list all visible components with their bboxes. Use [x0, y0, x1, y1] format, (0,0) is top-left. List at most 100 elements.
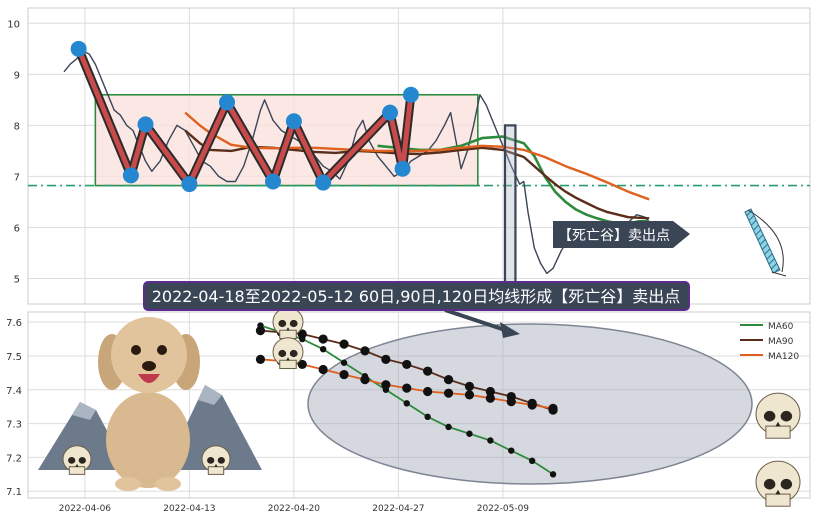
legend-label-ma60: MA60	[768, 322, 794, 332]
bottom-series-point	[402, 383, 412, 393]
skull-icon	[272, 307, 304, 339]
dog-body	[106, 392, 190, 488]
dog-mountain-illustration	[38, 317, 262, 491]
bottom-y-tick-label: 7.5	[6, 352, 22, 363]
bottom-series-point	[318, 334, 328, 344]
bottom-series-point	[485, 386, 495, 397]
zigzag-pivot-point	[122, 167, 139, 184]
title-banner: 2022-04-18至2022-05-12 60日,90日,120日均线形成【死…	[143, 281, 690, 311]
bottom-panel: 7.17.27.37.47.57.6 2022-04-06 2022-04-13 2…	[6, 307, 811, 514]
dog-icon	[98, 317, 200, 491]
skull-eye-right	[289, 349, 298, 358]
bottom-series-point	[548, 403, 558, 413]
skull-nose	[775, 421, 781, 427]
bottom-series-point	[528, 457, 536, 464]
skull-eye-right	[780, 478, 793, 490]
bottom-y-tick-label: 7.3	[6, 420, 22, 431]
skull-icon	[62, 445, 92, 475]
mountain-snow-right	[198, 385, 222, 405]
dog-nose	[142, 361, 156, 371]
bottom-y-tick-label: 7.6	[6, 318, 22, 329]
bottom-series-point	[255, 326, 266, 336]
skull-jaw	[279, 359, 297, 369]
sell-arrow-shape	[553, 221, 690, 248]
skull-eye-left	[763, 478, 776, 490]
bottom-series-point	[549, 471, 557, 478]
zigzag-pivot-point	[315, 174, 332, 191]
zigzag-pivot-point	[285, 113, 302, 130]
top-y-tick-label: 7	[14, 172, 20, 183]
projection-band	[744, 208, 781, 274]
dog-eye-right	[157, 345, 167, 355]
legend-label-ma90: MA90	[768, 337, 794, 347]
skull-icon	[272, 337, 304, 369]
top-y-tick-label: 5	[14, 274, 20, 285]
dog-mouth	[138, 374, 160, 383]
zigzag-pivot-point	[219, 94, 236, 111]
skull-eye-left	[763, 410, 776, 422]
bottom-series-point	[339, 369, 349, 380]
bottom-series-point	[424, 413, 431, 421]
bottom-series-point	[339, 339, 349, 349]
bottom-x-tick-label: 2022-04-20	[268, 504, 321, 514]
skull-eye-left	[207, 457, 215, 464]
top-panel: 5 6 7 8 9 10 【死亡谷】卖出点	[7, 7, 811, 305]
zigzag-pivot-point	[265, 173, 281, 190]
bottom-series-point	[340, 359, 348, 366]
projection-base	[771, 271, 787, 277]
skull-jaw	[765, 425, 791, 439]
skull-jaw	[68, 466, 86, 475]
top-y-tick-label: 6	[14, 223, 20, 234]
zigzag-pivot-point	[394, 160, 411, 177]
bottom-series-point	[464, 390, 475, 400]
zigzag-pivot-point	[402, 86, 419, 103]
bottom-y-tick-label: 7.1	[6, 487, 22, 498]
sell-arrow-label: 【死亡谷】卖出点	[558, 228, 670, 244]
skull-icon	[755, 392, 801, 439]
bottom-series-point	[443, 388, 454, 398]
skull-nose	[775, 489, 781, 495]
bottom-y-tick-label: 7.4	[6, 386, 22, 397]
bottom-y-tick-label: 7.2	[6, 453, 22, 464]
pointer-arrow	[444, 308, 520, 338]
bottom-x-tick-label: 2022-04-27	[372, 504, 424, 514]
title-banner-box	[143, 281, 690, 311]
projection-arc	[747, 209, 784, 273]
bottom-series-point	[403, 400, 410, 407]
pointer-arrow-head	[500, 322, 520, 338]
bottom-y-tick-labels: 7.1 7.2 7.3 7.4 7.5 7.6	[6, 318, 22, 498]
bottom-series-point	[255, 354, 266, 364]
bottom-x-tick-label: 2022-04-06	[59, 504, 112, 514]
bottom-series-point	[319, 346, 327, 353]
skull-icon	[755, 460, 801, 507]
legend-label-ma120: MA120	[768, 352, 799, 362]
bottom-series-point	[508, 447, 515, 454]
skull-eye-right	[217, 457, 225, 464]
mountain-left	[38, 402, 128, 470]
top-y-tick-label: 9	[14, 70, 20, 81]
legend: MA60 MA90 MA120	[740, 322, 799, 362]
skull-eye-right	[78, 457, 86, 464]
zigzag-wave	[70, 40, 419, 193]
skull-jaw	[765, 493, 791, 507]
skull-eye-right	[289, 319, 298, 328]
mountain-snow-left	[72, 402, 96, 420]
bottom-x-tick-label: 2022-05-09	[477, 504, 530, 514]
zigzag-pivot-point	[70, 40, 87, 57]
zigzag-pivot-point	[137, 116, 154, 133]
bottom-series-point	[464, 381, 475, 391]
sell-signal-arrow: 【死亡谷】卖出点	[553, 221, 690, 248]
skull-jaw	[207, 466, 225, 475]
bottom-series-point	[297, 359, 307, 370]
skull-nose	[75, 463, 79, 467]
top-y-tick-label: 10	[7, 19, 20, 30]
skull-eye-right	[780, 410, 793, 422]
bottom-series-point	[443, 375, 454, 385]
bottom-series-point	[423, 366, 433, 376]
skull-nose	[214, 463, 218, 467]
top-y-tick-labels: 5 6 7 8 9 10	[7, 19, 20, 285]
skull-eye-left	[278, 319, 287, 328]
bottom-series-point	[423, 386, 433, 397]
bottom-series-point	[318, 364, 328, 375]
